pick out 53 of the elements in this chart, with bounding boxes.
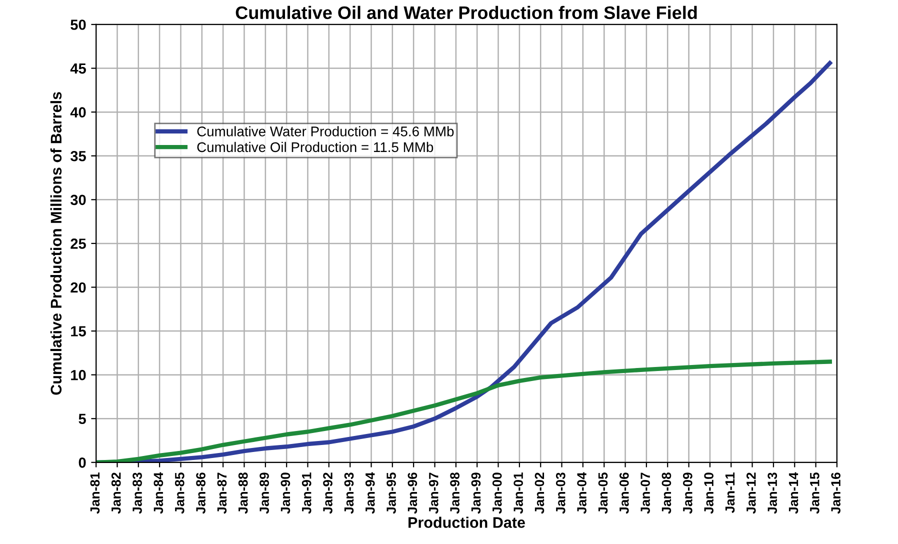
x-tick-label: Jan-05 <box>598 472 608 514</box>
x-tick-label: Jan-87 <box>217 472 227 514</box>
x-tick-label: Jan-85 <box>174 472 184 514</box>
x-tick-label: Jan-98 <box>450 472 460 514</box>
x-tick-label: Jan-83 <box>132 472 142 514</box>
x-tick-label: Jan-00 <box>492 472 502 514</box>
x-axis-title: Production Date <box>408 516 525 528</box>
x-tick-label: Jan-01 <box>514 472 523 514</box>
y-tick-label: 45 <box>70 64 86 74</box>
y-tick-label: 50 <box>70 20 86 30</box>
y-tick-label: 5 <box>78 414 86 424</box>
y-tick-label: 15 <box>71 326 86 336</box>
x-tick-label: Jan-02 <box>534 472 544 514</box>
x-tick-label: Jan-12 <box>746 472 756 514</box>
x-tick-label: Jan-89 <box>260 472 269 514</box>
x-tick-label: Jan-94 <box>365 472 375 514</box>
x-tick-label: Jan-10 <box>704 472 714 514</box>
legend-label: Cumulative Oil Production = 11.5 MMb <box>197 142 434 152</box>
x-tick-label: Jan-11 <box>725 472 735 513</box>
x-tick-label: Jan-97 <box>428 472 438 514</box>
x-tick-label: Jan-16 <box>831 472 840 514</box>
x-tick-label: Jan-92 <box>323 472 332 514</box>
y-tick-label: 40 <box>70 107 86 118</box>
y-tick-label: 20 <box>70 282 86 293</box>
y-tick-label: 30 <box>70 194 86 206</box>
x-tick-label: Jan-04 <box>577 472 586 514</box>
x-tick-label: Jan-84 <box>154 472 164 514</box>
x-tick-label: Jan-09 <box>683 472 692 514</box>
y-tick-label: 0 <box>78 458 86 468</box>
y-tick-label: 35 <box>70 150 86 162</box>
x-tick-label: Jan-14 <box>788 472 798 514</box>
x-tick-label: Jan-03 <box>556 472 566 514</box>
x-tick-label: Jan-91 <box>302 472 312 514</box>
x-tick-label: Jan-90 <box>280 472 290 514</box>
x-tick-label: Jan-82 <box>111 472 121 514</box>
y-axis-title: Cumulative Production Millions of Barrels <box>50 92 62 395</box>
x-tick-label: Jan-99 <box>471 472 481 514</box>
legend-label: Cumulative Water Production = 45.6 MMb <box>197 126 454 136</box>
x-tick-label: Jan-07 <box>640 472 650 514</box>
y-tick-label: 10 <box>71 370 86 380</box>
x-tick-label: Jan-15 <box>810 472 820 514</box>
x-tick-label: Jan-08 <box>662 472 672 514</box>
x-tick-label: Jan-88 <box>238 472 248 514</box>
x-tick-label: Jan-13 <box>768 472 778 514</box>
y-tick-label: 25 <box>70 238 86 249</box>
x-tick-label: Jan-95 <box>386 472 396 514</box>
x-tick-label: Jan-96 <box>408 472 418 514</box>
x-tick-label: Jan-93 <box>344 472 354 514</box>
x-tick-label: Jan-81 <box>90 472 100 514</box>
x-tick-label: Jan-86 <box>196 472 206 514</box>
chart-title: Cumulative Oil and Water Production from Slave Field <box>236 6 697 20</box>
x-tick-label: Jan-06 <box>619 472 629 514</box>
line-series <box>96 360 832 462</box>
